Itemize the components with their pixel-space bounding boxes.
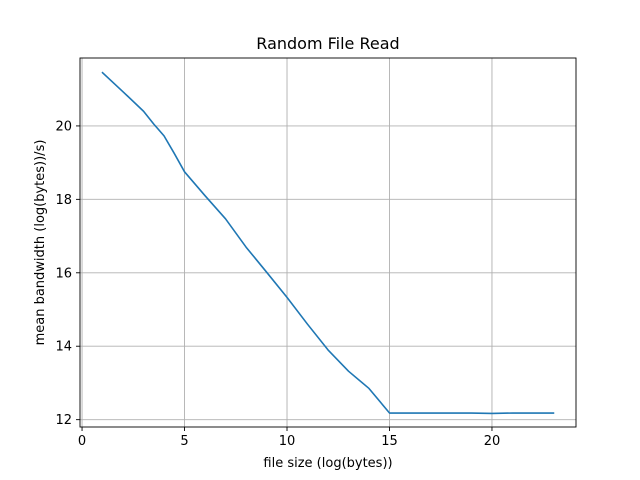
x-tick-label: 0 <box>78 434 86 449</box>
y-tick-label: 12 <box>55 413 72 428</box>
y-tick-label: 16 <box>55 266 72 281</box>
x-axis-label: file size (log(bytes)) <box>263 456 392 471</box>
grid <box>80 58 576 427</box>
x-tick-label: 5 <box>180 434 188 449</box>
series-layer <box>101 71 555 415</box>
ticks: 0 5 10 15 20 12 14 16 18 20 <box>55 119 500 449</box>
y-tick-label: 18 <box>55 193 72 208</box>
plot-area-frame <box>79 57 577 428</box>
y-tick-label: 20 <box>55 119 72 134</box>
x-tick-label: 10 <box>279 434 296 449</box>
y-axis-label: mean bandwidth (log(bytes))/s) <box>33 140 48 346</box>
y-tick-label: 14 <box>55 340 72 355</box>
x-tick-label: 20 <box>484 434 501 449</box>
x-tick-label: 15 <box>381 434 398 449</box>
chart-title: Random File Read <box>256 34 399 53</box>
series-line <box>101 71 555 415</box>
